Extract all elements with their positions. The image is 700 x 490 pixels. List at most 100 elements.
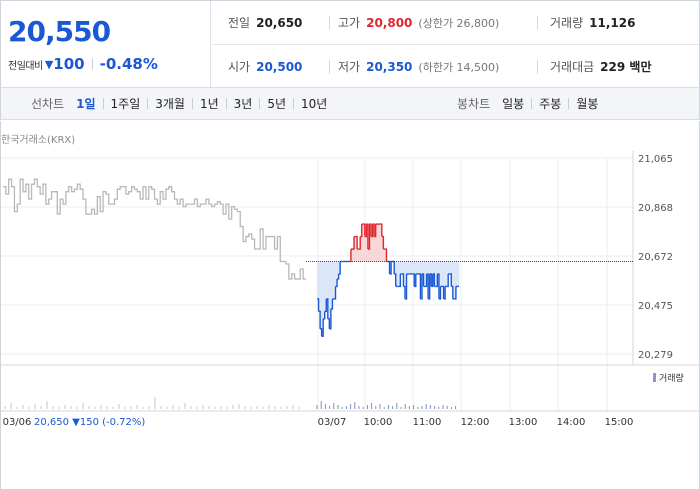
price-fill-segment <box>364 236 367 262</box>
today-price-segment <box>401 273 405 287</box>
divider <box>102 98 104 109</box>
price-summary: 20,550 전일대비 ▼ 100 -0.48% 전일 20,650 고가 20… <box>0 0 700 88</box>
today-price-segment <box>426 273 429 299</box>
today-price-segment <box>363 223 366 237</box>
volume-legend-label: 거래량 <box>659 372 684 384</box>
price-fill-segment <box>371 236 373 262</box>
divider <box>293 98 295 109</box>
today-price-segment <box>421 273 425 287</box>
price-fill-segment <box>452 261 455 299</box>
today-price-segment <box>337 273 340 280</box>
divider <box>531 98 533 109</box>
today-price-segment <box>443 286 446 300</box>
price-fill-segment <box>409 261 412 274</box>
price-fill-segment <box>406 261 409 274</box>
tab-1y[interactable]: 1년 <box>199 97 219 111</box>
price-chart-svg: 21,065 20,868 20,672 20,475 20,279 거래량 03/06 03… <box>1 151 699 428</box>
price-fill-segment <box>352 249 355 262</box>
price-fill-segment <box>332 261 335 299</box>
price-fill-segment <box>333 261 336 299</box>
volume-legend-swatch <box>653 373 656 382</box>
today-price-segment <box>449 273 452 287</box>
today-price-segment <box>326 298 329 319</box>
price-fill-segment <box>401 261 404 274</box>
price-fill-segment <box>358 249 361 262</box>
price-change: 전일대비 ▼ 100 -0.48% <box>8 55 158 73</box>
price-fill-segment <box>417 261 420 274</box>
today-price-segment <box>323 311 326 320</box>
today-price-segment <box>418 273 422 299</box>
price-fill-segment <box>363 224 366 262</box>
x-tick-label: 12:00 <box>461 417 490 428</box>
price-fill-segment <box>321 261 324 337</box>
today-price-segment <box>364 224 368 238</box>
price-fill-segment <box>330 261 333 309</box>
price-fill-segment <box>448 261 451 274</box>
tab-monthly-candle[interactable]: 월봉 <box>576 97 599 111</box>
intraday-chart: 한국거래소(KRX) 21,065 20,868 20,672 20,475 20,27… <box>0 121 700 490</box>
price-fill-segment <box>394 261 397 274</box>
today-price-segment <box>324 298 327 313</box>
today-price-segment <box>429 273 432 287</box>
today-price-segment <box>431 273 434 288</box>
today-price-segment <box>318 310 321 329</box>
line-chart-label: 선차트 <box>31 97 65 111</box>
chart-period-tabs: 선차트 1일 1주일 3개월 1년 3년 5년 10년 봉차트 일봉 주봉 월봉 <box>0 88 700 120</box>
price-fill-segment <box>415 261 418 274</box>
price-stats-grid: 전일 20,650 고가 20,800 (상한가 26,800) 거래량 11,… <box>212 1 699 87</box>
price-fill-segment <box>426 261 429 274</box>
price-fill-segment <box>403 261 406 287</box>
candle-chart-label: 봉차트 <box>457 97 491 111</box>
x-tick-label: 03/07 <box>318 417 347 428</box>
today-price-segment <box>372 223 375 237</box>
change-label: 전일대비 <box>8 60 43 72</box>
today-price-segment <box>404 273 408 300</box>
tab-1d[interactable]: 1일 <box>76 97 96 111</box>
today-price-segment <box>392 260 395 274</box>
stat-trade-value: 거래대금 229 백만 <box>550 60 652 74</box>
today-price-segment <box>420 273 423 300</box>
price-fill-segment <box>381 236 384 262</box>
x-tick-label: 13:00 <box>509 417 538 428</box>
down-triangle-icon: ▼ <box>44 57 54 71</box>
price-fill-segment <box>378 224 381 262</box>
today-price-segment <box>327 318 331 329</box>
today-price-segment <box>367 224 371 250</box>
tab-weekly-candle[interactable]: 주봉 <box>539 97 562 111</box>
today-price-segment <box>330 298 334 310</box>
today-price-segment <box>355 235 358 250</box>
prev-day-price-line <box>3 178 306 280</box>
divider <box>91 58 93 70</box>
tab-1w[interactable]: 1주일 <box>110 97 141 111</box>
today-price-segment <box>360 224 363 238</box>
change-rate: -0.48% <box>99 55 158 73</box>
price-fill-segment <box>455 261 458 287</box>
y-tick-label: 20,279 <box>638 350 673 361</box>
tab-10y[interactable]: 10년 <box>301 97 328 111</box>
today-price-segment <box>446 273 449 288</box>
price-fill-segment <box>438 261 441 299</box>
today-price-segment <box>374 224 377 238</box>
line-chart-tabs: 선차트 1일 1주일 3개월 1년 3년 5년 10년 <box>31 88 327 119</box>
x-tick-label: 14:00 <box>557 417 586 428</box>
tab-3y[interactable]: 3년 <box>233 97 253 111</box>
price-fill-segment <box>411 261 413 274</box>
x-tick-label: 03/06 <box>3 417 32 428</box>
today-price-segment <box>321 318 324 337</box>
today-price-segment <box>388 260 391 274</box>
price-fill-segment <box>449 261 452 274</box>
tab-3m[interactable]: 3개월 <box>155 97 185 111</box>
today-price-segment <box>371 224 374 238</box>
price-fill-segment <box>367 249 370 262</box>
divider <box>537 16 538 30</box>
price-fill-segment <box>317 261 319 299</box>
tab-daily-candle[interactable]: 일봉 <box>502 97 525 111</box>
tab-5y[interactable]: 5년 <box>267 97 287 111</box>
today-price-segment <box>435 273 439 288</box>
today-price-segment <box>437 273 440 299</box>
price-fill-segment <box>318 261 321 312</box>
divider <box>191 98 193 109</box>
today-price-segment <box>384 248 388 262</box>
today-price-segment <box>358 236 361 250</box>
today-price-segment <box>438 286 442 300</box>
